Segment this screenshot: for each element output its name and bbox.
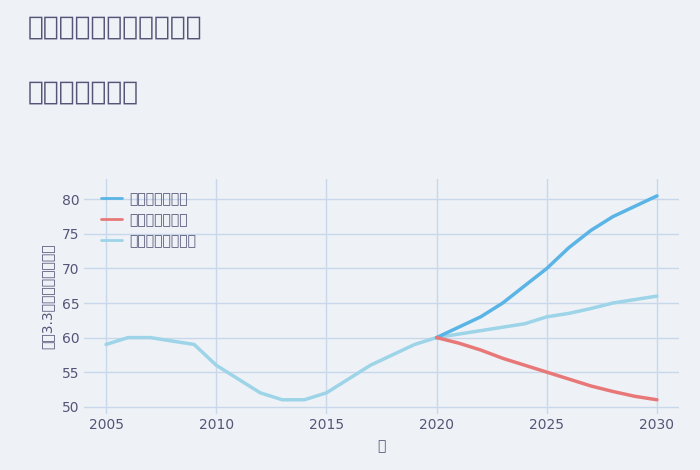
Text: 土地の価格推移: 土地の価格推移	[28, 80, 139, 106]
Text: 兵庫県宝塚市下佐曽利の: 兵庫県宝塚市下佐曽利の	[28, 14, 202, 40]
バッドシナリオ	[542, 369, 551, 375]
X-axis label: 年: 年	[377, 439, 386, 454]
ノーマルシナリオ	[609, 300, 617, 306]
Line: ノーマルシナリオ: ノーマルシナリオ	[437, 296, 657, 337]
グッドシナリオ	[565, 245, 573, 251]
Line: バッドシナリオ: バッドシナリオ	[437, 337, 657, 400]
グッドシナリオ	[498, 300, 507, 306]
ノーマルシナリオ	[587, 306, 595, 311]
グッドシナリオ	[521, 283, 529, 289]
バッドシナリオ	[609, 389, 617, 394]
グッドシナリオ	[609, 214, 617, 219]
ノーマルシナリオ	[498, 324, 507, 330]
グッドシナリオ	[587, 227, 595, 233]
ノーマルシナリオ	[521, 321, 529, 327]
Y-axis label: 坪（3.3㎡）単価（万円）: 坪（3.3㎡）単価（万円）	[41, 243, 55, 349]
Legend: グッドシナリオ, バッドシナリオ, ノーマルシナリオ: グッドシナリオ, バッドシナリオ, ノーマルシナリオ	[97, 188, 200, 252]
ノーマルシナリオ	[433, 335, 441, 340]
バッドシナリオ	[565, 376, 573, 382]
ノーマルシナリオ	[477, 328, 485, 334]
バッドシナリオ	[454, 340, 463, 346]
ノーマルシナリオ	[631, 297, 639, 302]
グッドシナリオ	[542, 266, 551, 271]
バッドシナリオ	[498, 355, 507, 361]
グッドシナリオ	[433, 335, 441, 340]
ノーマルシナリオ	[653, 293, 662, 299]
ノーマルシナリオ	[565, 311, 573, 316]
グッドシナリオ	[631, 204, 639, 209]
バッドシナリオ	[433, 335, 441, 340]
バッドシナリオ	[631, 393, 639, 399]
バッドシナリオ	[587, 383, 595, 389]
グッドシナリオ	[477, 314, 485, 320]
バッドシナリオ	[653, 397, 662, 403]
バッドシナリオ	[521, 362, 529, 368]
バッドシナリオ	[477, 347, 485, 353]
ノーマルシナリオ	[454, 331, 463, 337]
ノーマルシナリオ	[542, 314, 551, 320]
グッドシナリオ	[653, 193, 662, 199]
Line: グッドシナリオ: グッドシナリオ	[437, 196, 657, 337]
グッドシナリオ	[454, 324, 463, 330]
